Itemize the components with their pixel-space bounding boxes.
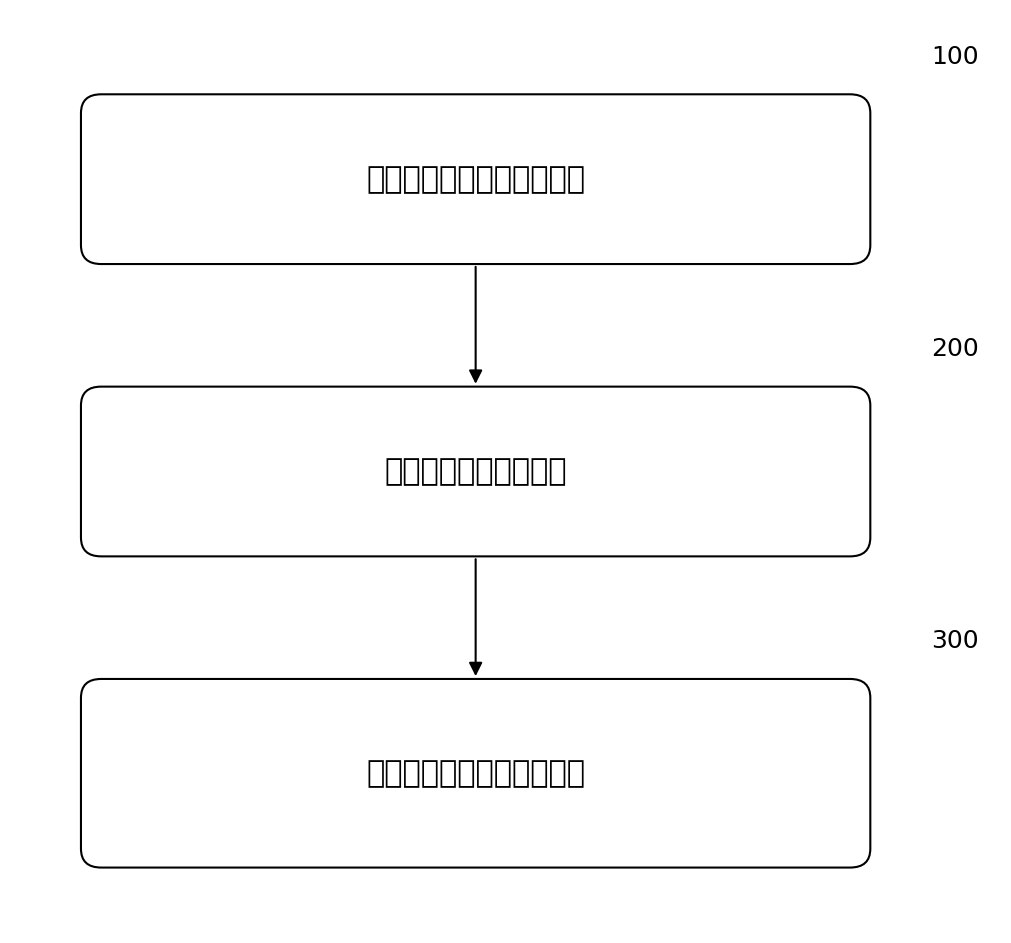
FancyBboxPatch shape	[81, 387, 869, 556]
Text: 100: 100	[930, 44, 978, 69]
Text: 200: 200	[930, 337, 978, 361]
Text: 形态特征参数模型建立模块: 形态特征参数模型建立模块	[366, 165, 584, 193]
Text: 小麦牛长形态模型确定模块: 小麦牛长形态模型确定模块	[366, 759, 584, 787]
Text: 300: 300	[930, 629, 978, 653]
FancyBboxPatch shape	[81, 94, 869, 264]
Text: 田间试验数据获取模块: 田间试验数据获取模块	[384, 457, 566, 486]
FancyBboxPatch shape	[81, 679, 869, 868]
